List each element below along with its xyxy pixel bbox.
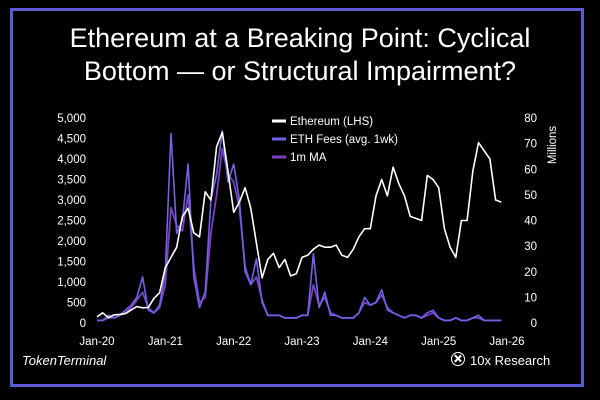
x-tick-label: Jan-24 xyxy=(353,336,389,348)
right-axis-ticks: 0 10 20 30 40 50 60 70 80 xyxy=(524,113,537,330)
chart-title-line-2: Bottom — or Structural Impairment? xyxy=(83,56,517,86)
right-tick-label: 50 xyxy=(524,190,537,202)
right-tick-label: 70 xyxy=(524,139,537,151)
x-tick-label: Jan-25 xyxy=(421,336,456,348)
chart-title-line-1: Ethereum at a Breaking Point: Cyclical xyxy=(69,23,531,53)
right-tick-label: 0 xyxy=(531,318,537,330)
x-tick-label: Jan-21 xyxy=(148,336,183,348)
right-tick-label: 40 xyxy=(524,216,537,228)
right-tick-label: 60 xyxy=(524,164,537,176)
ethereum-line xyxy=(96,131,502,319)
right-axis-label: Millions xyxy=(547,126,559,165)
x-tick-label: Jan-26 xyxy=(489,336,524,348)
left-tick-label: 2,000 xyxy=(57,236,86,248)
chart-title: Ethereum at a Breaking Point: Cyclical B… xyxy=(0,22,600,88)
left-tick-label: 4,000 xyxy=(57,154,86,166)
right-tick-label: 10 xyxy=(524,292,537,304)
x-axis-ticks: Jan-20 Jan-21 Jan-22 Jan-23 Jan-24 Jan-25 Jan-… xyxy=(79,336,524,348)
brand-label: 10x Research xyxy=(470,353,551,368)
legend-moving-average-label: 1m MA xyxy=(290,152,327,164)
source-label: TokenTerminal xyxy=(22,353,107,368)
left-tick-label: 3,500 xyxy=(57,175,86,187)
series-layer xyxy=(96,130,502,322)
x-tick-label: Jan-22 xyxy=(216,336,251,348)
left-tick-label: 0 xyxy=(80,318,86,330)
right-tick-label: 30 xyxy=(524,241,537,253)
x-tick-label: Jan-20 xyxy=(79,336,114,348)
right-tick-label: 20 xyxy=(524,267,537,279)
eth-fees-line xyxy=(97,130,502,322)
legend-eth-fees-label: ETH Fees (avg. 1wk) xyxy=(290,134,398,146)
chart-frame xyxy=(10,8,584,387)
legend-ethereum-label: Ethereum (LHS) xyxy=(290,116,373,128)
left-axis-ticks: 0 500 1,000 1,500 2,000 2,500 3,000 3,500 4,000 4… xyxy=(57,113,86,330)
brand-logo-icon xyxy=(451,352,465,366)
right-tick-label: 80 xyxy=(524,113,537,125)
left-tick-label: 500 xyxy=(67,298,86,310)
legend: Ethereum (LHS) ETH Fees (avg. 1wk) 1m MA xyxy=(272,116,398,164)
x-tick-label: Jan-23 xyxy=(284,336,319,348)
left-tick-label: 1,500 xyxy=(57,257,86,269)
left-tick-label: 5,000 xyxy=(57,113,86,125)
left-tick-label: 2,500 xyxy=(57,216,86,228)
left-tick-label: 1,000 xyxy=(57,277,86,289)
left-tick-label: 3,000 xyxy=(57,195,86,207)
left-tick-label: 4,500 xyxy=(57,134,86,146)
